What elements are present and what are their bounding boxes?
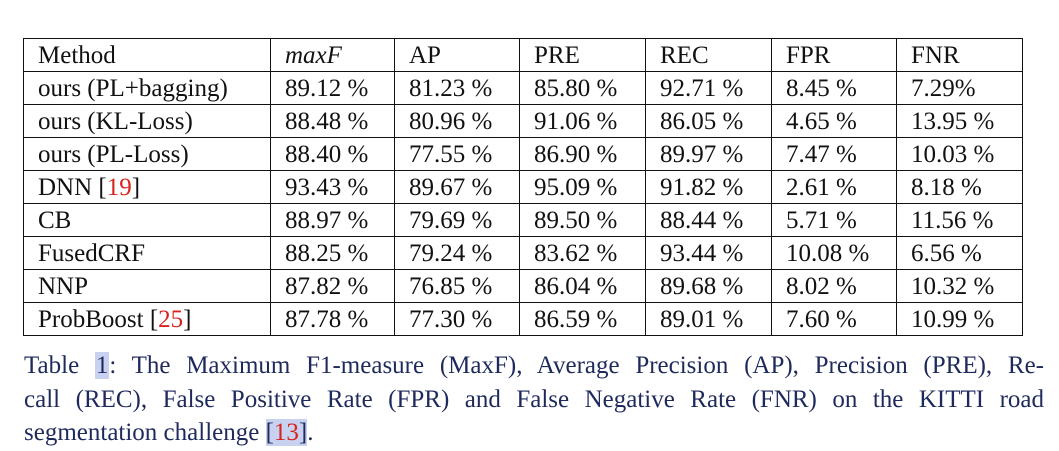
- value-cell-maxf: 93.43 %: [270, 170, 395, 204]
- table-number-link[interactable]: 1: [94, 352, 110, 379]
- caption-line-3-text: segmentation challenge: [24, 419, 266, 446]
- caption-line-1: Table 1: The Maximum F1-measure (MaxF), …: [24, 349, 1044, 383]
- method-name: ours (KL-Loss): [38, 107, 193, 135]
- table-row: ours (PL+bagging) 89.12 % 81.23 % 85.80 % 92…: [23, 71, 1023, 105]
- value-cell-rec: 92.71 %: [645, 71, 772, 105]
- value-cell-fnr: 6.56 %: [896, 236, 1023, 270]
- value-cell-pre: 91.06 %: [519, 104, 646, 138]
- value-cell-fpr: 4.65 %: [771, 104, 897, 138]
- method-name: ProbBoost: [38, 305, 150, 333]
- table-row: ProbBoost [25] 87.78 % 77.30 % 86.59 % 89.01…: [23, 302, 1023, 336]
- header-fpr: FPR: [771, 38, 897, 72]
- value-cell-rec: 93.44 %: [645, 236, 772, 270]
- header-rec: REC: [645, 38, 772, 72]
- value-cell-maxf: 87.82 %: [270, 269, 395, 303]
- caption-line-3-end: .: [307, 419, 314, 446]
- value-cell-ap: 76.85 %: [394, 269, 520, 303]
- citation-number: 25: [158, 305, 184, 333]
- caption-prefix: Table: [24, 352, 95, 379]
- value-cell-maxf: 89.12 %: [270, 71, 395, 105]
- method-name: ours (PL+bagging): [38, 74, 228, 102]
- value-cell-fpr: 2.61 %: [771, 170, 897, 204]
- citation-number: 19: [106, 173, 132, 201]
- value-cell-maxf: 87.78 %: [270, 302, 395, 336]
- value-cell-pre: 83.62 %: [519, 236, 646, 270]
- table-row: ours (PL-Loss) 88.40 % 77.55 % 86.90 % 89.97…: [23, 137, 1023, 171]
- method-cell: ours (KL-Loss): [23, 104, 271, 138]
- value-cell-rec: 86.05 %: [645, 104, 772, 138]
- header-method: Method: [23, 38, 271, 72]
- value-cell-fpr: 5.71 %: [771, 203, 897, 237]
- value-cell-rec: 88.44 %: [645, 203, 772, 237]
- table-row: DNN [19] 93.43 % 89.67 % 95.09 % 91.82 % 2.61…: [23, 170, 1023, 204]
- value-cell-ap: 79.24 %: [394, 236, 520, 270]
- table-row: ours (KL-Loss) 88.48 % 80.96 % 91.06 % 86.05…: [23, 104, 1023, 138]
- citation-link[interactable]: [19]: [98, 173, 141, 201]
- value-cell-fnr: 10.03 %: [896, 137, 1023, 171]
- method-name: DNN: [38, 173, 99, 201]
- results-table-container: Method maxF AP PRE REC FPR FNR ours (PL+…: [23, 38, 1023, 336]
- value-cell-rec: 89.68 %: [645, 269, 772, 303]
- caption-line-3: segmentation challenge [13].: [24, 416, 1044, 450]
- results-table-body: Method maxF AP PRE REC FPR FNR ours (PL+…: [23, 38, 1023, 336]
- value-cell-fnr: 13.95 %: [896, 104, 1023, 138]
- table-caption: Table 1: The Maximum F1-measure (MaxF), …: [24, 349, 1044, 450]
- method-cell: ours (PL+bagging): [23, 71, 271, 105]
- value-cell-fnr: 10.99 %: [896, 302, 1023, 336]
- table-row: CB 88.97 % 79.69 % 89.50 % 88.44 % 5.71 % 11.5…: [23, 203, 1023, 237]
- value-cell-rec: 89.01 %: [645, 302, 772, 336]
- caption-citation-number: 13: [273, 419, 299, 446]
- method-cell: FusedCRF: [23, 236, 271, 270]
- value-cell-pre: 86.04 %: [519, 269, 646, 303]
- caption-citation-link[interactable]: [13]: [265, 419, 308, 446]
- value-cell-maxf: 88.97 %: [270, 203, 395, 237]
- method-cell: ProbBoost [25]: [23, 302, 271, 336]
- table-row: NNP 87.82 % 76.85 % 86.04 % 89.68 % 8.02 % 10.…: [23, 269, 1023, 303]
- value-cell-fnr: 7.29%: [896, 71, 1023, 105]
- value-cell-fpr: 7.60 %: [771, 302, 897, 336]
- value-cell-fpr: 8.45 %: [771, 71, 897, 105]
- value-cell-ap: 77.30 %: [394, 302, 520, 336]
- caption-line-2: call (REC), False Positive Rate (FPR) an…: [24, 385, 1044, 413]
- value-cell-fpr: 7.47 %: [771, 137, 897, 171]
- header-pre: PRE: [519, 38, 646, 72]
- value-cell-ap: 89.67 %: [394, 170, 520, 204]
- value-cell-pre: 89.50 %: [519, 203, 646, 237]
- citation-link[interactable]: [25]: [149, 305, 192, 333]
- method-cell: ours (PL-Loss): [23, 137, 271, 171]
- value-cell-pre: 85.80 %: [519, 71, 646, 105]
- value-cell-fpr: 8.02 %: [771, 269, 897, 303]
- results-table: Method maxF AP PRE REC FPR FNR ours (PL+…: [23, 38, 1023, 336]
- method-name: ours (PL-Loss): [38, 140, 189, 168]
- table-row: FusedCRF 88.25 % 79.24 % 83.62 % 93.44 % 10.0…: [23, 236, 1023, 270]
- value-cell-pre: 95.09 %: [519, 170, 646, 204]
- header-maxf: maxF: [270, 38, 395, 72]
- table-header-row: Method maxF AP PRE REC FPR FNR: [23, 38, 1023, 72]
- value-cell-ap: 81.23 %: [394, 71, 520, 105]
- method-name: CB: [38, 206, 72, 234]
- value-cell-ap: 79.69 %: [394, 203, 520, 237]
- value-cell-fpr: 10.08 %: [771, 236, 897, 270]
- method-cell: CB: [23, 203, 271, 237]
- value-cell-fnr: 11.56 %: [896, 203, 1023, 237]
- value-cell-fnr: 10.32 %: [896, 269, 1023, 303]
- method-name: NNP: [38, 272, 89, 300]
- value-cell-pre: 86.59 %: [519, 302, 646, 336]
- header-ap: AP: [394, 38, 520, 72]
- value-cell-rec: 89.97 %: [645, 137, 772, 171]
- value-cell-maxf: 88.40 %: [270, 137, 395, 171]
- caption-line-1-text: : The Maximum F1-measure (MaxF), Average…: [109, 352, 1044, 379]
- value-cell-maxf: 88.48 %: [270, 104, 395, 138]
- method-cell: DNN [19]: [23, 170, 271, 204]
- header-fnr: FNR: [896, 38, 1023, 72]
- value-cell-fnr: 8.18 %: [896, 170, 1023, 204]
- method-name: FusedCRF: [38, 239, 145, 267]
- method-cell: NNP: [23, 269, 271, 303]
- value-cell-ap: 80.96 %: [394, 104, 520, 138]
- value-cell-maxf: 88.25 %: [270, 236, 395, 270]
- value-cell-rec: 91.82 %: [645, 170, 772, 204]
- value-cell-ap: 77.55 %: [394, 137, 520, 171]
- value-cell-pre: 86.90 %: [519, 137, 646, 171]
